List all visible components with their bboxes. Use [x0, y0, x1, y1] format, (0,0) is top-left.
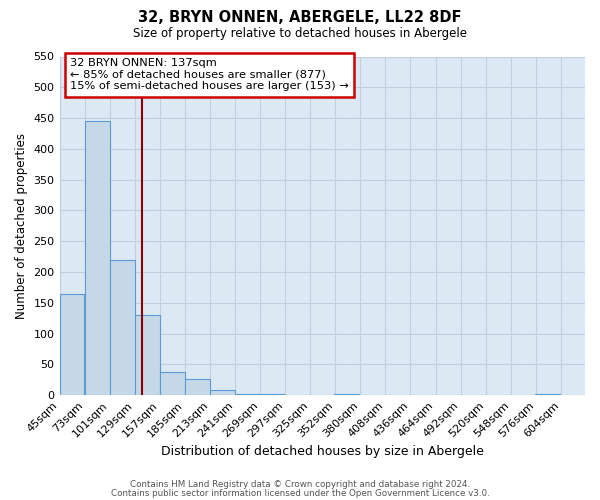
Bar [110, 260, 134, 395]
Bar [160, 372, 185, 395]
Text: 32 BRYN ONNEN: 137sqm
← 85% of detached houses are smaller (877)
15% of semi-det: 32 BRYN ONNEN: 137sqm ← 85% of detached … [70, 58, 349, 92]
Text: 32, BRYN ONNEN, ABERGELE, LL22 8DF: 32, BRYN ONNEN, ABERGELE, LL22 8DF [138, 10, 462, 25]
Bar [185, 379, 210, 395]
Bar [210, 390, 235, 395]
Y-axis label: Number of detached properties: Number of detached properties [15, 133, 28, 319]
Bar [59, 294, 85, 395]
Text: Contains public sector information licensed under the Open Government Licence v3: Contains public sector information licen… [110, 489, 490, 498]
Bar [235, 394, 260, 395]
Bar [535, 394, 560, 395]
Text: Size of property relative to detached houses in Abergele: Size of property relative to detached ho… [133, 28, 467, 40]
Bar [260, 394, 285, 395]
Bar [135, 315, 160, 395]
X-axis label: Distribution of detached houses by size in Abergele: Distribution of detached houses by size … [161, 444, 484, 458]
Bar [334, 394, 359, 395]
Bar [85, 121, 110, 395]
Text: Contains HM Land Registry data © Crown copyright and database right 2024.: Contains HM Land Registry data © Crown c… [130, 480, 470, 489]
